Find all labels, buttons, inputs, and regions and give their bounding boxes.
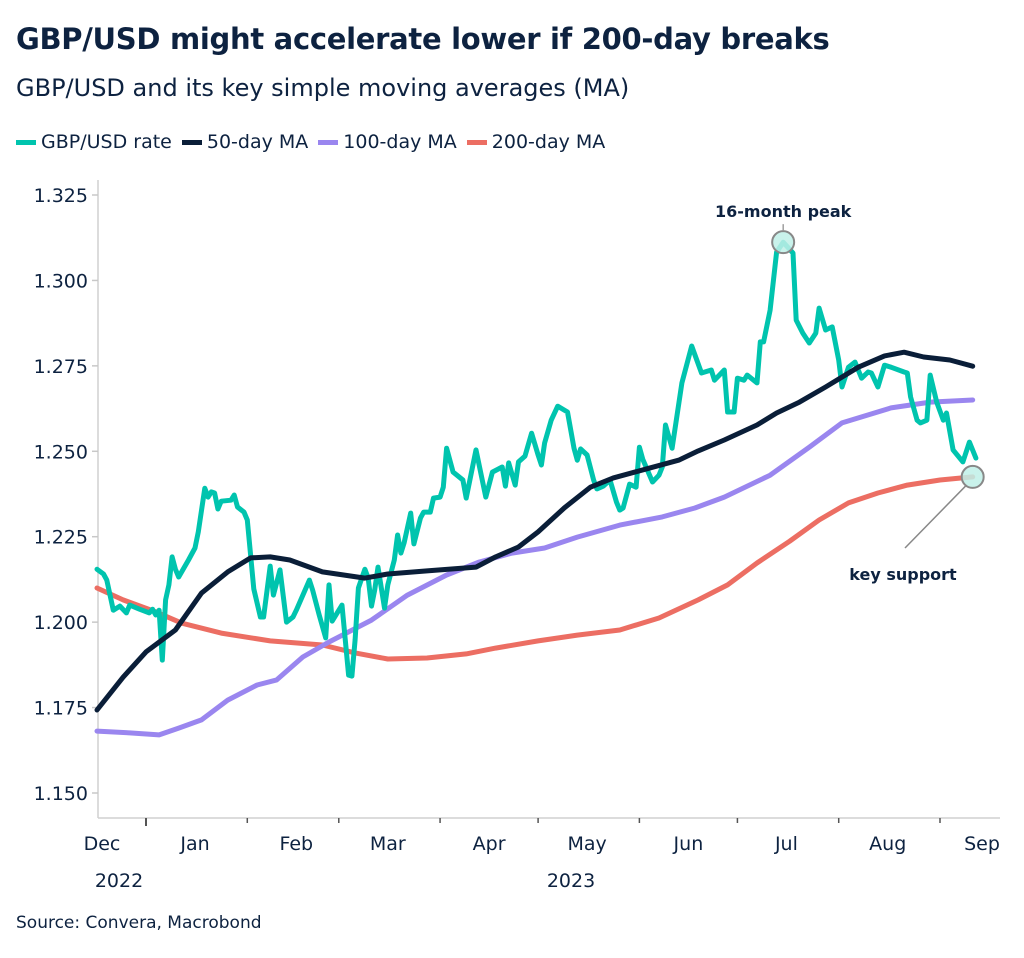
series-line-200-day-ma	[94, 474, 976, 662]
x-year-label: 2023	[547, 870, 595, 892]
annotation-support: key support	[849, 565, 957, 584]
support-marker	[960, 464, 985, 489]
chart-title: GBP/USD might accelerate lower if 200-da…	[16, 22, 830, 56]
x-tick-label: Jan	[179, 833, 209, 855]
y-tick-label: 1.175	[34, 698, 88, 720]
legend-swatch-100-day	[318, 139, 339, 145]
peak-marker	[771, 230, 796, 255]
series-line-100-day-ma	[94, 397, 976, 738]
legend-item-50-day: 50-day MA	[181, 131, 309, 153]
y-tick-label: 1.325	[34, 185, 88, 207]
x-year-label: 2022	[95, 870, 143, 892]
legend-swatch-50-day	[181, 139, 202, 145]
annotation-leader-support	[904, 485, 967, 549]
annotations: 16-month peak key support	[715, 202, 985, 584]
chart-subtitle: GBP/USD and its key simple moving averag…	[16, 74, 630, 102]
legend-item-gbpusd: GBP/USD rate	[16, 131, 172, 153]
x-tick-label: Dec	[84, 833, 121, 855]
x-tick-label: Aug	[869, 833, 906, 855]
x-tick-label: Feb	[279, 833, 313, 855]
legend-label-200-day: 200-day MA	[491, 131, 606, 153]
x-tick-label: Jun	[673, 833, 704, 855]
y-tick-label: 1.150	[34, 783, 88, 805]
axes: 1.150 1.175 1.200 1.225 1.250 1.275 1.300 1.325…	[34, 180, 1000, 892]
legend-swatch-gbpusd	[16, 139, 36, 145]
y-tick-label: 1.250	[34, 441, 88, 463]
legend-item-100-day: 100-day MA	[318, 131, 457, 153]
x-tick-label: Sep	[964, 833, 1000, 855]
series-line-gbp-usd-rate	[94, 239, 979, 679]
series-line-50-day-ma	[94, 349, 976, 713]
legend-label-gbpusd: GBP/USD rate	[41, 131, 172, 153]
series-lines	[94, 239, 979, 738]
y-tick-label: 1.200	[34, 612, 88, 634]
legend-swatch-200-day	[466, 139, 487, 145]
y-tick-label: 1.225	[34, 527, 88, 549]
x-tick-label: Jul	[774, 833, 798, 855]
y-tick-label: 1.300	[34, 270, 88, 292]
annotation-peak: 16-month peak	[715, 202, 852, 221]
legend-label-100-day: 100-day MA	[343, 131, 457, 153]
x-tick-label: May	[567, 833, 606, 855]
legend: GBP/USD rate 50-day MA 100-day MA 200-da…	[16, 131, 605, 153]
legend-item-200-day: 200-day MA	[466, 131, 606, 153]
legend-label-50-day: 50-day MA	[206, 131, 309, 153]
y-tick-label: 1.275	[34, 356, 88, 378]
x-tick-label: Apr	[473, 833, 506, 855]
x-tick-label: Mar	[370, 833, 406, 855]
source-note: Source: Convera, Macrobond	[16, 913, 262, 933]
